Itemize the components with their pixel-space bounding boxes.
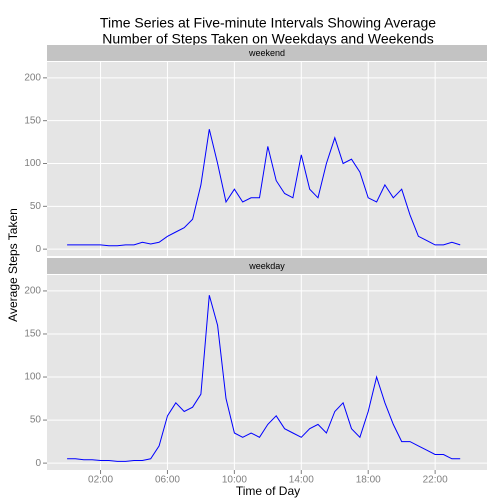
x-tick-label: 06:00 <box>155 475 180 486</box>
y-tick-label: 150 <box>24 115 41 126</box>
strip-label: weekday <box>248 261 285 271</box>
line <box>67 295 461 462</box>
chart-title: Number of Steps Taken on Weekdays and We… <box>102 31 434 47</box>
y-tick-label: 200 <box>24 72 41 83</box>
y-tick-label: 50 <box>30 201 42 212</box>
x-tick-label: 18:00 <box>356 475 381 486</box>
line <box>67 129 461 247</box>
panel <box>47 275 487 470</box>
x-tick-label: 14:00 <box>289 475 314 486</box>
panel <box>47 62 487 256</box>
y-tick-label: 0 <box>35 458 41 469</box>
strip <box>47 258 487 274</box>
x-axis-label: Time of Day <box>236 484 300 498</box>
strip <box>47 45 487 61</box>
y-tick-label: 100 <box>24 158 41 169</box>
y-tick-label: 200 <box>24 286 41 297</box>
y-tick-label: 50 <box>30 415 42 426</box>
x-tick-label: 02:00 <box>88 475 113 486</box>
x-tick-label: 22:00 <box>423 475 448 486</box>
strip-label: weekend <box>248 48 285 58</box>
chart-title: Time Series at Five-minute Intervals Sho… <box>100 15 436 31</box>
y-tick-label: 100 <box>24 372 41 383</box>
y-axis-label: Average Steps Taken <box>6 208 20 322</box>
x-tick-label: 10:00 <box>222 475 247 486</box>
y-tick-label: 0 <box>35 244 41 255</box>
y-tick-label: 150 <box>24 329 41 340</box>
